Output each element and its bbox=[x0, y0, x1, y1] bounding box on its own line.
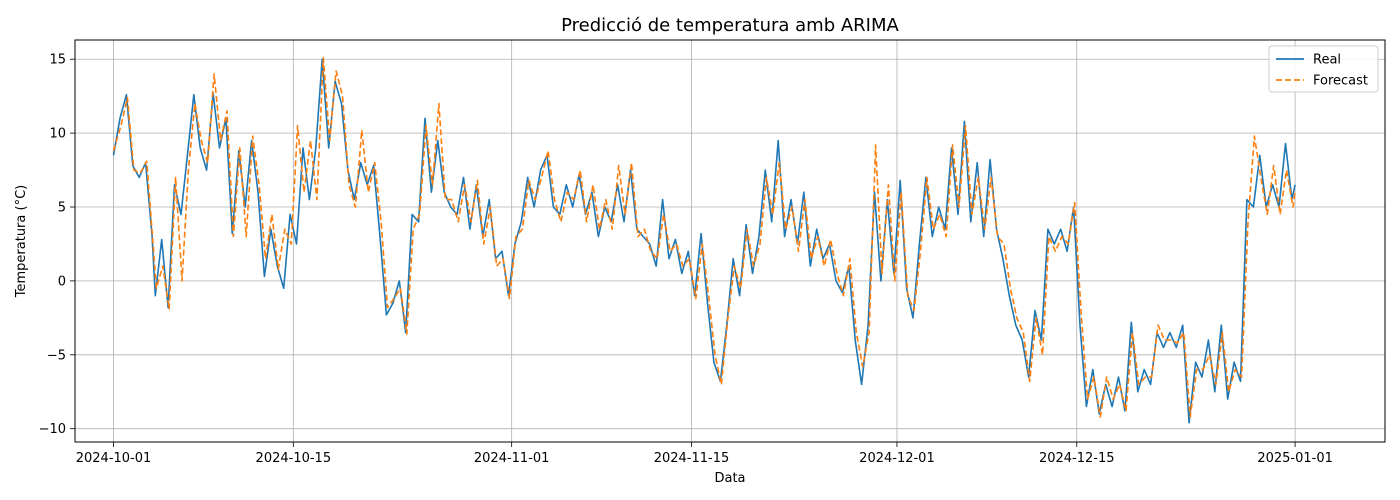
chart-title: Predicció de temperatura amb ARIMA bbox=[561, 15, 899, 36]
ticks: 2024-10-01 2024-10-15 2024-11-01 2024-11-15… bbox=[39, 53, 1333, 466]
x-axis-label: Data bbox=[714, 471, 745, 486]
y-tick-label: 5 bbox=[58, 201, 66, 216]
x-tick-label: 2024-10-01 bbox=[76, 451, 152, 466]
y-tick-label: 0 bbox=[58, 274, 66, 289]
x-tick-label: 2024-12-01 bbox=[859, 451, 935, 466]
y-tick-label: −10 bbox=[39, 422, 66, 437]
series-line-forecast bbox=[112, 56, 1296, 418]
plot-area bbox=[74, 39, 1386, 443]
series-line-real bbox=[112, 58, 1296, 424]
y-tick-label: 15 bbox=[49, 53, 66, 68]
y-tick-label: 10 bbox=[49, 127, 66, 142]
y-axis-label: Temperatura (°C) bbox=[14, 185, 29, 298]
x-tick-label: 2024-11-15 bbox=[654, 451, 730, 466]
x-tick-label: 2025-01-01 bbox=[1257, 451, 1333, 466]
legend: Real Forecast bbox=[1268, 45, 1379, 93]
legend-label-forecast: Forecast bbox=[1313, 74, 1368, 89]
x-tick-label: 2024-11-01 bbox=[474, 451, 550, 466]
series-layer bbox=[112, 56, 1296, 424]
x-tick-label: 2024-10-15 bbox=[256, 451, 332, 466]
y-tick-label: −5 bbox=[47, 348, 66, 363]
x-tick-label: 2024-12-15 bbox=[1039, 451, 1115, 466]
legend-label-real: Real bbox=[1313, 53, 1341, 68]
